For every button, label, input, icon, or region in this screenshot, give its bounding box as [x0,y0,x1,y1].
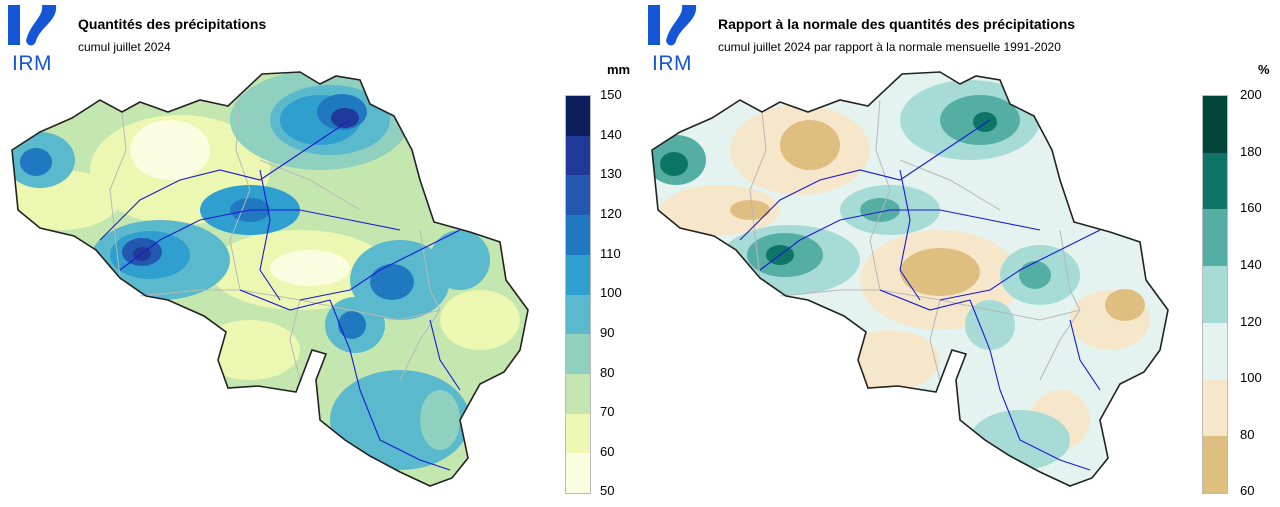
legend-swatch [566,135,590,176]
map-title: Rapport à la normale des quantités des p… [718,16,1076,32]
legend-swatch [566,254,590,295]
legend-swatch [1203,322,1227,380]
legend-label: 60 [600,444,615,459]
legend-labels: 200 180 160 140 120 100 80 60 [1240,88,1280,500]
legend-label: 160 [1240,200,1262,215]
legend-unit: % [1258,62,1270,77]
legend-label: 100 [600,285,622,300]
legend-swatch [566,294,590,335]
legend-label: 80 [1240,427,1255,442]
legend-label: 70 [600,404,615,419]
legend-label: 130 [600,166,622,181]
legend-label: 110 [600,246,621,261]
legend-label: 120 [1240,314,1262,329]
map-subtitle: cumul juillet 2024 [78,40,171,54]
logo-text: IRM [652,52,692,75]
irm-logo: IRM [6,5,58,75]
legend-swatch [1203,209,1227,267]
legend-swatch [566,413,590,454]
legend-swatch [566,96,590,136]
legend-label: 180 [1240,144,1262,159]
legend-label: 140 [1240,257,1262,272]
precipitation-map [11,71,529,487]
legend-colorbar [565,95,591,494]
ratio-map [651,71,1169,487]
ratio-normal-panel: IRM Rapport à la normale des quantités d… [640,0,1280,507]
legend-label: 90 [600,325,615,340]
legend-swatch [1203,379,1227,437]
legend-label: 120 [600,206,622,221]
legend-label: 80 [600,365,615,380]
legend-swatch [1203,152,1227,210]
legend-swatch [566,215,590,255]
legend-labels: 150 140 130 120 110 100 90 80 70 60 50 [600,88,640,500]
irm-logo: IRM [646,5,698,75]
legend-swatch [566,453,590,494]
legend-swatch [1203,266,1227,323]
legend-label: 100 [1240,370,1262,385]
legend-swatch [1203,436,1227,494]
legend-label: 50 [600,483,615,498]
legend-label: 60 [1240,483,1255,498]
legend-swatch [566,175,590,216]
legend-label: 200 [1240,87,1262,102]
legend-colorbar [1202,95,1228,494]
legend-unit: mm [607,62,631,77]
legend-swatch [566,373,590,414]
legend-swatch [566,334,590,374]
legend-label: 150 [600,87,622,102]
precipitation-panel: IRM Quantités des précipitations cumul j… [6,5,640,500]
map-title: Quantités des précipitations [78,16,267,32]
logo-text: IRM [12,52,52,75]
legend-label: 140 [600,127,622,142]
legend-swatch [1203,96,1227,153]
map-subtitle: cumul juillet 2024 par rapport à la norm… [718,40,1061,54]
